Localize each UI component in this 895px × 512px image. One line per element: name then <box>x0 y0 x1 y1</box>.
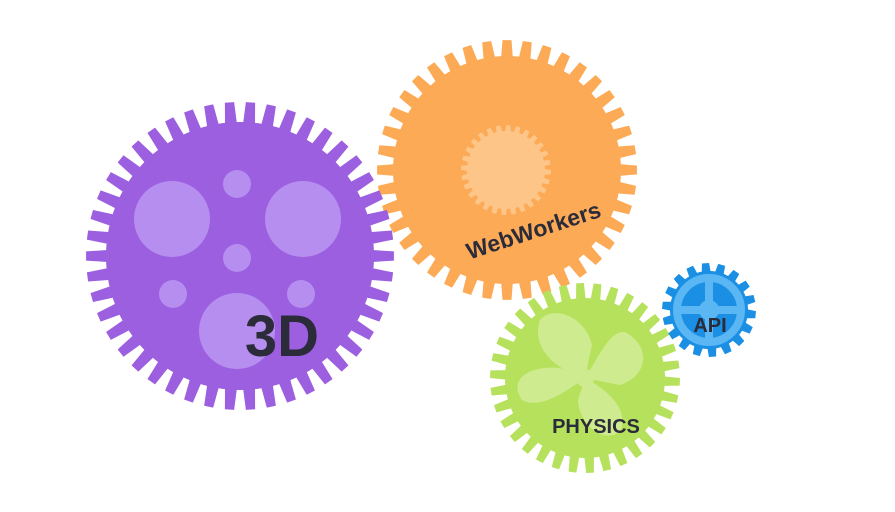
physics-gear: PHYSICS <box>490 283 680 473</box>
physics-label: PHYSICS <box>552 416 640 438</box>
api-gear-spokes <box>677 278 741 342</box>
3d-gear: 3D <box>86 102 394 410</box>
webworkers-gear-hub <box>461 125 551 215</box>
api-label: API <box>693 315 726 337</box>
api-gear: API <box>662 263 756 357</box>
webworkers-gear: WebWorkers <box>377 40 637 300</box>
3d-gear-holes <box>134 170 341 369</box>
3d-label: 3D <box>245 304 319 369</box>
physics-fan-icon <box>517 313 644 436</box>
